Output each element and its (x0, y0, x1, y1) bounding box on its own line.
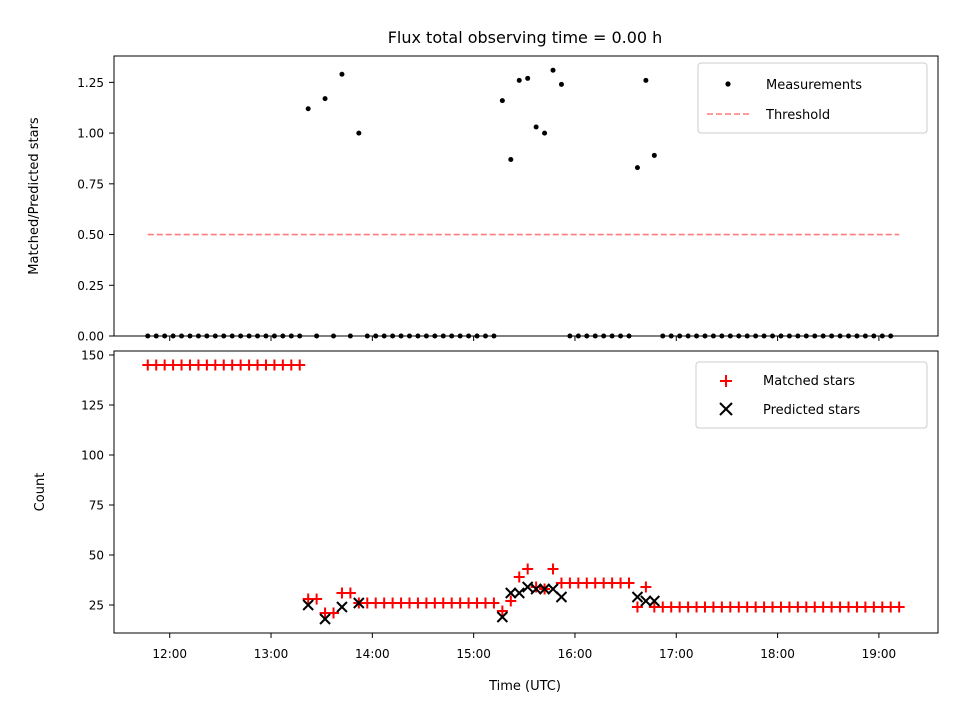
matched-star-point (311, 593, 323, 605)
ratio-y-axis-label: Matched/Predicted stars (27, 117, 42, 275)
x-axis-label: Time (UTC) (488, 679, 561, 694)
matched-star-point (547, 563, 559, 575)
predicted-star-point (496, 611, 509, 623)
measurement-point (634, 165, 640, 171)
ratio-panel: 0.00 0.25 0.50 0.75 1.00 1.25 Matched/Predict… (27, 55, 939, 344)
matched-star-point (496, 605, 508, 617)
measurement-point (533, 124, 539, 130)
predicted-legend-marker (719, 402, 733, 416)
predicted-star-point (336, 601, 348, 613)
measurement-point (322, 96, 328, 102)
count-axes-frame (113, 350, 939, 634)
count-legend: Matched stars Predicted stars (695, 361, 928, 429)
count-y-axis-label: Count (33, 473, 48, 512)
measurement-point (516, 77, 522, 83)
matched-star-point (505, 595, 517, 607)
measurement-point (305, 106, 311, 112)
count-y-tick-label: 75 (89, 499, 104, 513)
measurement-point (499, 98, 505, 104)
count-x-tick-label: 14:00 (355, 647, 390, 661)
count-y-tick-label: 125 (81, 399, 104, 413)
ratio-x-ticks (169, 336, 880, 341)
matched-legend-marker (720, 375, 732, 387)
count-data-layer (142, 359, 905, 625)
measurement-point (643, 77, 649, 83)
matched-star-point (513, 571, 525, 583)
predicted-star-point (353, 597, 365, 609)
ratio-axes-frame (113, 55, 939, 337)
predicted-star-point (631, 591, 644, 603)
ratio-y-tick-label: 1.25 (77, 76, 104, 90)
predicted-star-point (530, 583, 542, 595)
count-y-tick-label: 50 (89, 549, 104, 563)
count-x-tick-label: 19:00 (862, 647, 897, 661)
matched-star-point (631, 601, 643, 613)
count-x-tick-label: 13:00 (254, 647, 289, 661)
predicted-star-point (640, 595, 652, 607)
predicted-star-point (505, 587, 517, 599)
matched-star-point (344, 587, 356, 599)
predicted-star-point (302, 599, 314, 611)
matched-star-point (893, 601, 905, 613)
measurement-point (525, 75, 531, 81)
predicted-star-point (555, 591, 568, 603)
predicted-star-point (319, 613, 331, 625)
predicted-star-point (648, 595, 661, 607)
matched-star-point (488, 597, 500, 609)
ratio-y-tick-label: 0.75 (77, 177, 104, 191)
count-x-tick-label: 12:00 (152, 647, 187, 661)
count-x-tick-label: 17:00 (659, 647, 694, 661)
count-y-tick-label: 100 (81, 449, 104, 463)
measurement-point (542, 130, 548, 136)
ratio-legend: Measurements Threshold (697, 62, 928, 134)
count-x-ticks: 12:00 13:00 14:00 15:00 16:00 17:00 18:00 19:00 (152, 633, 896, 661)
matched-legend-label: Matched stars (763, 374, 855, 389)
ratio-legend-box (697, 62, 928, 134)
measurement-point (558, 81, 564, 87)
count-legend-box (695, 361, 928, 429)
matched-star-point (522, 563, 534, 575)
measurements-legend-marker (725, 81, 731, 87)
count-y-tick-label: 25 (89, 599, 104, 613)
measurement-point (339, 71, 345, 77)
matched-star-point (640, 581, 652, 593)
figure-title: Flux total observing time = 0.00 h (388, 28, 663, 47)
count-x-tick-label: 18:00 (760, 647, 795, 661)
matched-star-point (328, 607, 340, 619)
count-y-ticks: 25 50 75 100 125 150 (81, 349, 114, 613)
measurement-point (550, 67, 556, 73)
measurement-point (508, 156, 514, 162)
count-panel: 12:00 13:00 14:00 15:00 16:00 17:00 18:00 19:00… (33, 349, 939, 694)
count-x-tick-label: 16:00 (558, 647, 593, 661)
ratio-y-ticks: 0.00 0.25 0.50 0.75 1.00 1.25 (77, 76, 114, 344)
count-x-tick-label: 15:00 (456, 647, 491, 661)
matched-star-point (294, 359, 306, 371)
matched-star-point (623, 577, 635, 589)
ratio-y-tick-label: 0.00 (77, 330, 104, 344)
measurements-legend-label: Measurements (766, 78, 862, 93)
matched-star-point (530, 581, 542, 593)
predicted-star-point (538, 583, 551, 595)
ratio-y-tick-label: 1.00 (77, 127, 104, 141)
threshold-legend-label: Threshold (765, 108, 830, 123)
ratio-y-tick-label: 0.25 (77, 279, 104, 293)
predicted-star-point (513, 587, 525, 599)
measurement-point (651, 152, 657, 158)
measurement-point (356, 130, 362, 136)
ratio-y-tick-label: 0.50 (77, 228, 104, 242)
predicted-legend-label: Predicted stars (763, 403, 860, 418)
count-y-tick-label: 150 (81, 349, 104, 363)
predicted-star-point (521, 581, 534, 593)
